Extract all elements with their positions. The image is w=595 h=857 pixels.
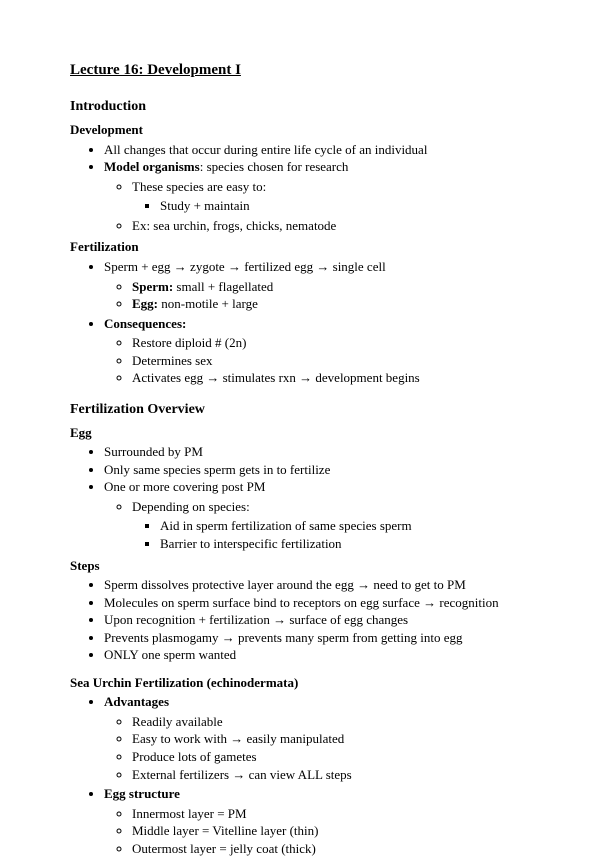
- list-development: All changes that occur during entire lif…: [70, 141, 525, 235]
- text: Sperm + egg → zygote → fertilized egg → …: [104, 259, 386, 274]
- bold-text: Egg:: [132, 296, 158, 311]
- text: Depending on species:: [132, 499, 250, 514]
- list-sea-urchin: Advantages Readily available Easy to wor…: [70, 693, 525, 857]
- list-item: Study + maintain: [160, 197, 525, 215]
- list-item: Innermost layer = PM: [132, 805, 525, 823]
- list-egg: Surrounded by PM Only same species sperm…: [70, 443, 525, 552]
- list-item: Produce lots of gametes: [132, 748, 525, 766]
- subheading-fertilization: Fertilization: [70, 238, 525, 256]
- subheading-egg: Egg: [70, 424, 525, 442]
- bold-text: Model organisms: [104, 159, 200, 174]
- list-item: Surrounded by PM: [104, 443, 525, 461]
- bold-text: Consequences:: [104, 316, 186, 331]
- subheading-sea-urchin: Sea Urchin Fertilization (echinodermata): [70, 674, 525, 692]
- list-item: External fertilizers → can view ALL step…: [132, 766, 525, 784]
- list-item: Activates egg → stimulates rxn → develop…: [132, 369, 525, 387]
- list-item: Aid in sperm fertilization of same speci…: [160, 517, 525, 535]
- list-item: Outermost layer = jelly coat (thick): [132, 840, 525, 857]
- subheading-steps: Steps: [70, 557, 525, 575]
- list-item: Sperm dissolves protective layer around …: [104, 576, 525, 594]
- subheading-development: Development: [70, 121, 525, 139]
- list-item: One or more covering post PM Depending o…: [104, 478, 525, 552]
- list-item: Egg structure Innermost layer = PM Middl…: [104, 785, 525, 857]
- list-item: Determines sex: [132, 352, 525, 370]
- document-title: Lecture 16: Development I: [70, 60, 525, 80]
- list-item: ONLY one sperm wanted: [104, 646, 525, 664]
- list-item: Middle layer = Vitelline layer (thin): [132, 822, 525, 840]
- text: One or more covering post PM: [104, 479, 265, 494]
- bold-text: Advantages: [104, 694, 169, 709]
- text: small + flagellated: [173, 279, 273, 294]
- list-item: Upon recognition + fertilization → surfa…: [104, 611, 525, 629]
- list-item: Readily available: [132, 713, 525, 731]
- list-item: Egg: non-motile + large: [132, 295, 525, 313]
- list-item: Prevents plasmogamy → prevents many sper…: [104, 629, 525, 647]
- text: : species chosen for research: [200, 159, 349, 174]
- list-item: Model organisms: species chosen for rese…: [104, 158, 525, 234]
- section-heading-introduction: Introduction: [70, 98, 525, 117]
- list-fertilization: Sperm + egg → zygote → fertilized egg → …: [70, 258, 525, 387]
- text: These species are easy to:: [132, 179, 266, 194]
- list-item: Only same species sperm gets in to ferti…: [104, 461, 525, 479]
- list-item: Barrier to interspecific fertilization: [160, 535, 525, 553]
- text: non-motile + large: [158, 296, 258, 311]
- list-item: Restore diploid # (2n): [132, 334, 525, 352]
- list-item: Consequences: Restore diploid # (2n) Det…: [104, 315, 525, 387]
- list-item: These species are easy to: Study + maint…: [132, 178, 525, 215]
- bold-text: Egg structure: [104, 786, 180, 801]
- list-item: All changes that occur during entire lif…: [104, 141, 525, 159]
- list-item: Sperm: small + flagellated: [132, 278, 525, 296]
- list-item: Molecules on sperm surface bind to recep…: [104, 594, 525, 612]
- list-item: Depending on species: Aid in sperm ferti…: [132, 498, 525, 553]
- bold-text: Sperm:: [132, 279, 173, 294]
- list-steps: Sperm dissolves protective layer around …: [70, 576, 525, 664]
- list-item: Ex: sea urchin, frogs, chicks, nematode: [132, 217, 525, 235]
- list-item: Sperm + egg → zygote → fertilized egg → …: [104, 258, 525, 313]
- list-item: Easy to work with → easily manipulated: [132, 730, 525, 748]
- section-heading-fertilization-overview: Fertilization Overview: [70, 401, 525, 420]
